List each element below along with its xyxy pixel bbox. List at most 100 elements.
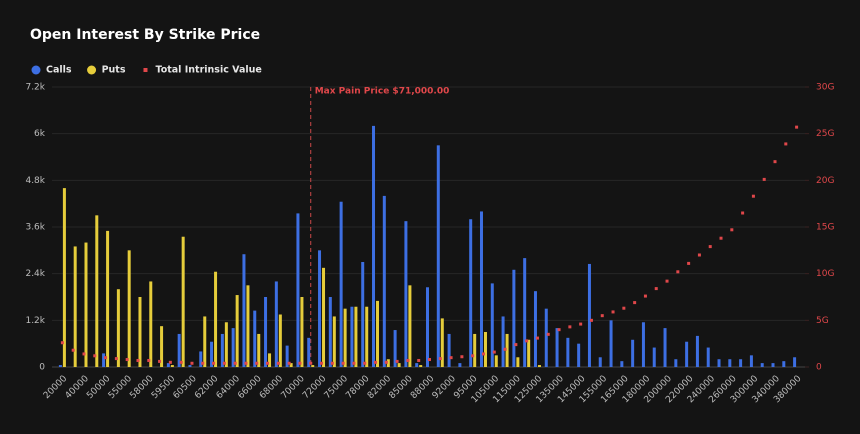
dot [222,361,226,365]
bar [609,320,613,367]
dot [622,306,626,310]
bar [300,297,304,367]
bar [782,361,786,367]
dot [654,287,658,291]
dot [492,350,496,354]
bar [210,341,214,367]
bar [257,333,261,367]
dot [244,361,248,365]
bar [116,289,120,367]
bar [652,347,656,367]
bar [523,258,527,367]
y2-tick-label: 20G [816,176,834,186]
bar [728,359,732,367]
dot [460,355,464,359]
bar [469,219,473,367]
dot [276,361,280,365]
dot [309,361,313,365]
bar [332,316,336,367]
bar [138,297,142,367]
y-tick-label: 7.2k [25,83,45,93]
dot [633,301,637,305]
legend-label: Total Intrinsic Value [155,65,261,76]
dot [687,261,691,265]
bar [58,365,62,367]
chart-title: Open Interest By Strike Price [30,27,260,43]
bar [771,363,775,367]
bar [685,341,689,367]
y2-tick-label: 5G [816,316,829,326]
dot [363,361,367,365]
bar [285,345,289,367]
bar [749,355,753,367]
dot [60,341,64,345]
bar [220,333,224,367]
bar [199,351,203,367]
dot [535,336,539,340]
legend-marker [143,68,148,72]
bar [663,328,667,367]
dot [503,347,507,351]
bar [170,365,174,367]
dot [579,322,583,326]
bar [505,333,509,367]
y-tick-label: 3.6k [25,223,45,233]
bar [706,347,710,367]
legend-label: Puts [102,65,126,76]
bar [188,365,192,367]
bar [322,267,326,367]
bar [717,359,721,367]
bar [533,291,537,367]
bar [328,297,332,367]
y2-tick-label: 10G [816,269,834,279]
dot [255,361,259,365]
bar [490,283,494,367]
bar [73,246,77,367]
bar [235,295,239,367]
dot [481,352,485,356]
bar [343,308,347,367]
dot [384,360,388,364]
dot [190,361,194,365]
bar [246,285,250,367]
bar [149,281,153,367]
dot [330,361,334,365]
bar [473,333,477,367]
dot [201,361,205,365]
dot [471,354,475,358]
dot [784,142,788,146]
bar [376,300,380,367]
bar [393,330,397,367]
dot [730,228,734,232]
bar [166,363,170,367]
bar [62,188,66,367]
bar [177,333,181,367]
bar [354,306,358,367]
dot [125,358,129,362]
dot [287,361,291,365]
bar [620,361,624,367]
bar [274,281,278,367]
bar [440,318,444,367]
bar [382,195,386,367]
dot [298,361,302,365]
y-tick-label: 4.8k [25,176,45,186]
bar [447,333,451,367]
bar [296,213,300,367]
bar [372,125,376,367]
bar [483,332,487,367]
bar [365,306,369,367]
y-tick-label: 1.2k [25,316,45,326]
dot [212,361,216,365]
bar [289,363,293,367]
dot [395,359,399,363]
bar [426,287,429,367]
dot [266,361,270,365]
max-pain-label: Max Pain Price $71,000.00 [315,87,450,97]
bar [598,357,602,367]
dot [568,325,572,329]
y2-tick-label: 25G [816,129,834,139]
dot [600,314,604,318]
